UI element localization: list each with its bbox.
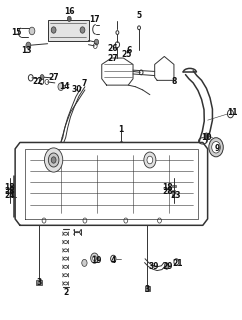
Circle shape xyxy=(164,263,169,269)
Text: 28: 28 xyxy=(163,188,173,196)
Text: 18: 18 xyxy=(163,183,173,192)
Bar xyxy=(36,280,42,285)
Text: 24: 24 xyxy=(5,190,15,200)
Text: 29: 29 xyxy=(163,262,173,271)
Text: 39: 39 xyxy=(148,262,159,271)
Bar xyxy=(48,20,89,41)
Text: 27: 27 xyxy=(107,53,118,62)
Text: 10: 10 xyxy=(201,133,212,142)
Bar xyxy=(172,195,174,197)
Text: 3: 3 xyxy=(145,284,150,293)
Bar xyxy=(10,195,13,197)
Text: 30: 30 xyxy=(71,85,82,94)
Text: 9: 9 xyxy=(215,144,220,153)
Text: 26: 26 xyxy=(107,44,118,53)
Text: 7: 7 xyxy=(81,79,86,88)
Bar xyxy=(10,185,14,188)
Bar xyxy=(172,185,176,188)
Circle shape xyxy=(29,27,35,35)
Text: 14: 14 xyxy=(59,82,70,91)
Text: 4: 4 xyxy=(111,256,116,265)
Bar xyxy=(144,286,150,291)
Text: 23: 23 xyxy=(170,190,180,200)
Circle shape xyxy=(80,27,85,33)
Text: 21: 21 xyxy=(172,259,183,268)
Bar xyxy=(172,190,175,192)
Circle shape xyxy=(94,39,99,45)
Text: 2: 2 xyxy=(63,288,68,297)
Circle shape xyxy=(144,152,156,168)
Circle shape xyxy=(67,16,71,21)
Circle shape xyxy=(58,83,64,91)
Circle shape xyxy=(26,42,31,49)
Circle shape xyxy=(204,133,209,139)
Text: 8: 8 xyxy=(171,77,177,86)
Bar xyxy=(10,190,14,192)
Text: 13: 13 xyxy=(22,45,32,55)
Circle shape xyxy=(82,260,87,267)
Text: 18: 18 xyxy=(5,183,15,192)
Text: 17: 17 xyxy=(89,15,100,24)
Text: 6: 6 xyxy=(127,45,132,55)
Circle shape xyxy=(40,75,44,80)
Text: 11: 11 xyxy=(228,108,238,117)
Circle shape xyxy=(48,153,59,167)
Circle shape xyxy=(45,148,63,172)
Text: 25: 25 xyxy=(122,50,132,59)
Text: 22: 22 xyxy=(33,77,43,86)
Circle shape xyxy=(209,138,223,157)
Text: 27: 27 xyxy=(48,73,59,82)
Text: 16: 16 xyxy=(64,7,75,16)
Circle shape xyxy=(93,256,97,261)
Circle shape xyxy=(91,253,98,263)
Circle shape xyxy=(51,157,56,163)
Text: 5: 5 xyxy=(136,11,142,20)
Text: 28: 28 xyxy=(5,188,15,196)
Circle shape xyxy=(212,141,220,153)
Text: 15: 15 xyxy=(11,28,22,37)
Text: 3: 3 xyxy=(37,278,42,287)
Circle shape xyxy=(147,156,153,164)
Text: 19: 19 xyxy=(91,256,102,265)
Text: 1: 1 xyxy=(118,125,124,134)
Circle shape xyxy=(51,27,56,33)
